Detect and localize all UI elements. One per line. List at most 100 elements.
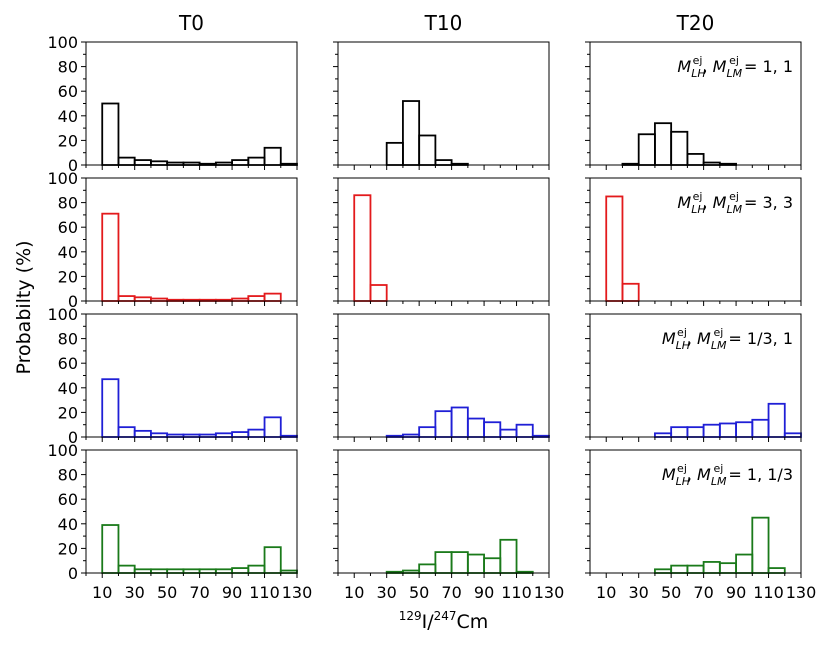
x-tick-label: 70 — [441, 583, 461, 602]
histogram-bar — [670, 130, 689, 166]
y-tick-label: 80 — [58, 466, 78, 485]
histogram-bar — [434, 159, 453, 166]
x-tick-label: 90 — [474, 583, 494, 602]
histogram-bar — [450, 406, 469, 438]
histogram-bar — [150, 568, 169, 574]
y-tick-label: 40 — [58, 107, 78, 126]
histogram-bar — [133, 296, 152, 302]
x-tick-label: 30 — [377, 583, 397, 602]
x-tick-label: 130 — [786, 583, 817, 602]
histogram-bar — [198, 568, 217, 574]
y-tick-label: 20 — [58, 267, 78, 286]
panel-t20-row4: 10 30 50 70 90 110 130 MLHej, MLMej = 1, 1/3 — [585, 449, 817, 602]
histogram-bar — [654, 432, 673, 438]
histogram-bar — [247, 156, 266, 166]
histogram-bar — [418, 134, 437, 166]
y-tick-label: 80 — [58, 194, 78, 213]
histogram-bar — [466, 553, 485, 574]
histogram-bar — [263, 416, 282, 438]
y-tick-label: 20 — [58, 131, 78, 150]
mass-ratio-label: MLHej, MLMej = 1, 1/3 — [662, 462, 793, 488]
x-tick-label: 110 — [501, 583, 532, 602]
histogram-bar — [117, 295, 136, 302]
histogram-bar — [117, 426, 136, 438]
y-tick-label: 20 — [58, 403, 78, 422]
y-tick-label: 0 — [68, 156, 78, 175]
histogram-bar — [767, 402, 786, 438]
x-tick-label: 130 — [534, 583, 565, 602]
y-tick-label: 60 — [58, 82, 78, 101]
y-tick-label: 100 — [47, 33, 78, 52]
histogram-bar — [101, 102, 120, 166]
histogram-bar — [621, 282, 640, 302]
x-tick-label: 70 — [189, 583, 209, 602]
histogram-bar — [702, 423, 721, 438]
histogram-bar — [450, 551, 469, 574]
y-tick-label: 80 — [58, 58, 78, 77]
x-tick-label: 130 — [282, 583, 313, 602]
histogram-bar — [231, 567, 250, 574]
histogram-bar — [718, 422, 737, 438]
histogram-bar — [735, 553, 754, 574]
y-tick-label: 60 — [58, 490, 78, 509]
histogram-bar — [654, 568, 673, 574]
mass-ratio-label: MLHej, MLMej = 1/3, 1 — [662, 326, 793, 352]
panel-t10-row4: 10 30 50 70 90 110 130 — [333, 449, 565, 602]
histogram-bar — [466, 417, 485, 438]
panel-t20-row3: MLHej, MLMej = 1/3, 1 — [585, 313, 802, 442]
histogram-bar — [150, 432, 169, 438]
x-tick-label: 50 — [157, 583, 177, 602]
histogram-bar — [670, 426, 689, 438]
y-tick-label: 20 — [58, 539, 78, 558]
panel-t10-row3 — [333, 313, 550, 442]
histogram-bar — [654, 122, 673, 166]
y-tick-label: 40 — [58, 515, 78, 534]
histogram-bar — [101, 212, 120, 302]
y-tick-label: 60 — [58, 354, 78, 373]
histogram-bar — [231, 159, 250, 166]
histogram-bar — [702, 561, 721, 574]
panel-t0-row2: 0 20 40 60 80 100 — [47, 169, 298, 311]
histogram-bar — [483, 421, 502, 438]
histogram-bar — [686, 153, 705, 166]
histogram-bar — [263, 146, 282, 166]
histogram-bar — [166, 568, 185, 574]
histogram-bar — [231, 431, 250, 438]
y-tick-label: 60 — [58, 218, 78, 237]
x-tick-label: 110 — [249, 583, 280, 602]
histogram-bar — [605, 195, 624, 302]
histogram-bar — [101, 524, 120, 574]
y-tick-label: 40 — [58, 243, 78, 262]
histogram-bar — [263, 546, 282, 574]
histogram-bar — [751, 516, 770, 574]
histogram-bar — [735, 421, 754, 438]
histogram-bar — [214, 432, 233, 438]
histogram-bar — [418, 426, 437, 438]
column-title: T0 — [178, 11, 204, 35]
y-tick-label: 0 — [68, 292, 78, 311]
histogram-bar — [434, 551, 453, 574]
histogram-bar — [182, 568, 201, 574]
y-tick-label: 0 — [68, 564, 78, 583]
histogram-bar — [434, 410, 453, 438]
histogram-bar — [133, 429, 152, 438]
histogram-bar — [637, 133, 656, 166]
panel-t0-row1: 0 20 40 60 80 100 — [47, 33, 298, 175]
histogram-bar — [263, 292, 282, 302]
panel-t20-row1: MLHej, MLMej = 1, 1 — [585, 41, 802, 170]
x-tick-label: 10 — [92, 583, 112, 602]
histogram-bar — [718, 562, 737, 574]
column-title: T10 — [424, 11, 463, 35]
histogram-bar — [751, 418, 770, 438]
y-axis-label: Probabilty (%) — [13, 240, 35, 374]
panel-t0-row4: 0 20 40 60 80 100 10 30 50 70 90 110 130 — [47, 441, 312, 602]
column-title: T20 — [676, 11, 715, 35]
histogram-bar — [402, 100, 421, 166]
histogram-bar — [515, 423, 534, 438]
mass-ratio-label: MLHej, MLMej = 3, 3 — [677, 190, 793, 216]
mass-ratio-label: MLHej, MLMej = 1, 1 — [677, 54, 793, 80]
x-tick-label: 90 — [726, 583, 746, 602]
histogram-bar — [117, 564, 136, 574]
x-tick-label: 50 — [409, 583, 429, 602]
